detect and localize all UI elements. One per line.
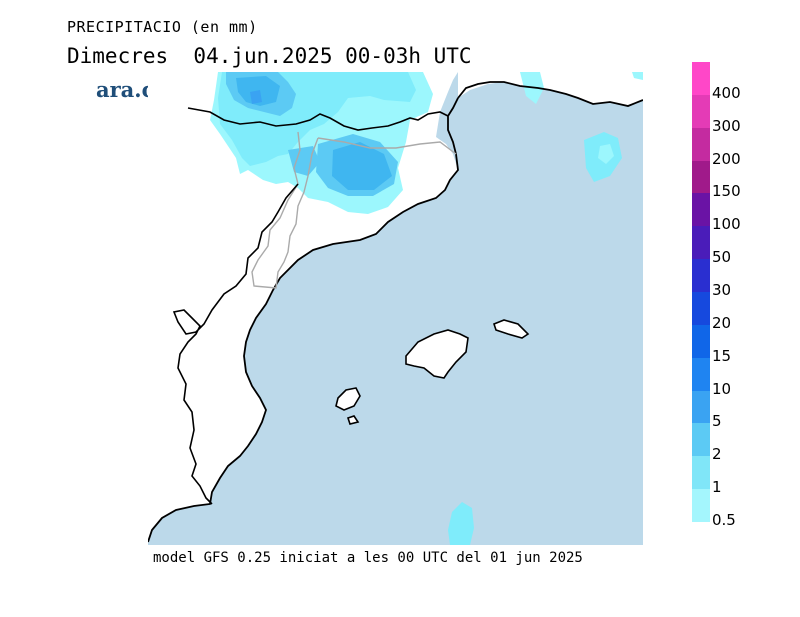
legend-swatch — [692, 259, 710, 293]
legend-label: 1 — [712, 478, 722, 497]
legend-swatch — [692, 357, 710, 392]
legend-label: 300 — [712, 116, 741, 135]
island-formentera — [346, 415, 360, 425]
legend-label: 150 — [712, 182, 741, 201]
legend-swatch — [692, 292, 710, 326]
precipitation-map — [148, 72, 643, 545]
legend-swatch — [692, 160, 710, 194]
national-border — [187, 107, 449, 131]
legend-swatch — [692, 94, 710, 129]
legend-label: 15 — [712, 346, 732, 365]
color-legend — [692, 62, 710, 523]
legend-label: 50 — [712, 248, 732, 267]
west-boundary — [172, 183, 299, 505]
legend-swatch — [692, 423, 710, 457]
legend-label: 0.5 — [712, 511, 736, 529]
island-menorca — [493, 319, 530, 339]
legend-swatch — [692, 193, 710, 227]
french-coast — [457, 81, 643, 107]
legend-swatch — [692, 489, 710, 523]
legend-label: 5 — [712, 412, 722, 431]
regional-borders — [251, 131, 457, 289]
map-subtitle: Dimecres 04.jun.2025 00-03h UTC — [67, 44, 472, 68]
legend-swatch — [692, 390, 710, 424]
coastline — [148, 97, 459, 543]
balearic-islands — [335, 319, 530, 425]
land-france — [458, 72, 643, 106]
map-title: PRECIPITACIO (en mm) — [67, 18, 258, 36]
island-ibiza — [335, 387, 361, 411]
legend-label: 10 — [712, 379, 732, 398]
legend-swatch — [692, 226, 710, 260]
legend-label: 200 — [712, 149, 741, 168]
legend-label: 400 — [712, 83, 741, 102]
model-info-footer: model GFS 0.25 iniciat a les 00 UTC del … — [153, 550, 583, 566]
legend-label: 20 — [712, 313, 732, 332]
legend-label: 2 — [712, 445, 722, 464]
legend-swatch — [692, 127, 710, 162]
island-mallorca — [405, 329, 469, 379]
precipitation-fields — [210, 72, 643, 545]
legend-swatch — [692, 456, 710, 490]
legend-swatch — [692, 324, 710, 359]
legend-swatch — [692, 62, 710, 96]
legend-label: 30 — [712, 281, 732, 299]
legend-label: 100 — [712, 215, 741, 234]
